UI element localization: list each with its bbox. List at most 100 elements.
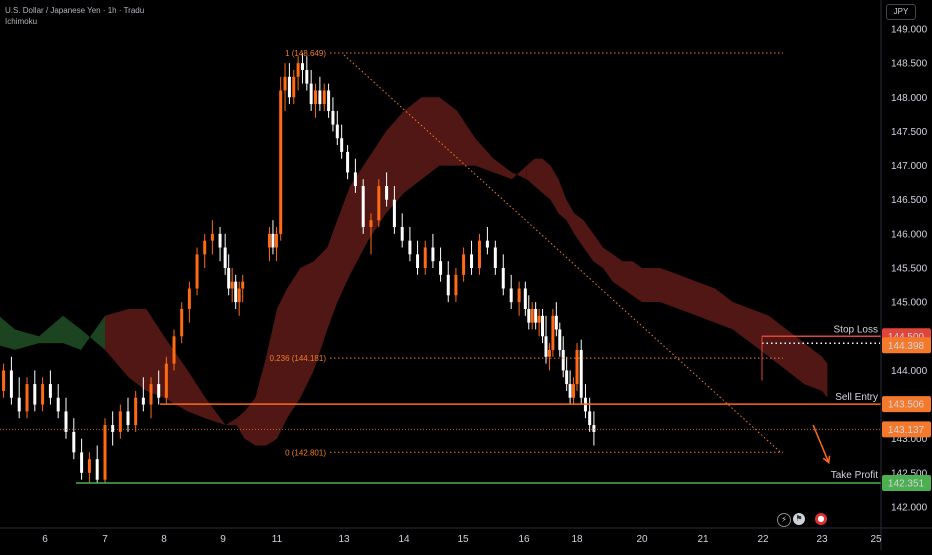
current-price-tag-bg xyxy=(882,421,931,438)
candle-body xyxy=(527,308,531,323)
candle-body xyxy=(195,254,199,289)
candle-body xyxy=(210,233,214,241)
candle-body xyxy=(377,186,381,221)
candle-body xyxy=(227,268,231,289)
cloud-bull-segment xyxy=(0,315,105,350)
candle-body xyxy=(568,384,572,398)
ichimoku-cloud xyxy=(0,97,828,446)
level-label-stop-loss: Stop Loss xyxy=(834,324,878,335)
candle-body xyxy=(534,308,538,323)
flag-icon[interactable]: ⚑ xyxy=(793,513,805,525)
take-profit-tag-bg xyxy=(882,475,931,492)
record-icon[interactable]: ● xyxy=(815,513,827,525)
price-tick-label: 145.500 xyxy=(891,264,928,275)
annotation-lines: 1 (148.649) 0.236 (144.181) 0 (142.801) Sto… xyxy=(0,49,881,484)
candle-body xyxy=(33,384,37,405)
indicator-label[interactable]: Ichimoku xyxy=(5,17,38,26)
candle-body xyxy=(431,247,435,262)
take-profit-tag: 142.351 xyxy=(888,479,925,490)
candle-body xyxy=(509,288,513,303)
candle-body xyxy=(64,411,68,432)
time-tick-label: 16 xyxy=(518,534,530,545)
candle-body xyxy=(592,425,596,432)
time-tick-label: 18 xyxy=(571,534,583,545)
candle-body xyxy=(72,431,76,453)
level-label-sell-entry: Sell Entry xyxy=(835,392,878,403)
candle-body xyxy=(241,281,245,289)
candle-body xyxy=(309,83,313,105)
candle-body xyxy=(446,274,450,296)
candle-body xyxy=(335,124,339,139)
time-tick-label: 8 xyxy=(161,534,167,545)
candle-body xyxy=(283,76,287,91)
candle-body xyxy=(575,349,579,385)
price-tick-label: 144.000 xyxy=(891,366,928,377)
candle-body xyxy=(111,425,115,432)
candle-body xyxy=(172,336,176,364)
candle-body xyxy=(462,254,466,275)
candle-body xyxy=(267,233,271,248)
currency-selector[interactable]: JPY xyxy=(886,4,916,20)
price-axis: 142.000142.500143.000143.500144.000144.5… xyxy=(880,0,931,550)
time-tick-label: 11 xyxy=(272,534,283,545)
candle-body xyxy=(287,76,291,98)
candle-body xyxy=(80,452,84,473)
candle-body xyxy=(187,288,191,309)
candle-body xyxy=(87,459,91,473)
candle-body xyxy=(477,240,481,268)
candle-body xyxy=(134,397,138,426)
candle-body xyxy=(400,227,404,241)
candle-body xyxy=(361,186,365,228)
time-tick-label: 23 xyxy=(816,534,828,545)
time-tick-label: 20 xyxy=(636,534,648,545)
candle-body xyxy=(95,459,99,480)
price-tick-label: 147.000 xyxy=(891,161,928,172)
price-tick-label: 146.500 xyxy=(891,195,928,206)
candle-body xyxy=(41,384,45,405)
candle-body xyxy=(561,349,565,371)
candle-body xyxy=(292,76,296,98)
candle-body xyxy=(118,411,122,432)
candle-body xyxy=(369,220,373,228)
candle-body xyxy=(322,90,326,105)
candle-body xyxy=(149,384,153,405)
projection-arrow xyxy=(812,424,830,463)
cloud-bear-segment xyxy=(105,309,237,426)
candle-body xyxy=(203,240,207,255)
candle-body xyxy=(579,349,583,398)
candle-body xyxy=(56,397,60,412)
lightning-icon[interactable]: ⚡ xyxy=(777,513,791,527)
time-tick-label: 15 xyxy=(457,534,469,545)
candle-body xyxy=(296,63,300,77)
fib-level-label: 0.236 (144.181) xyxy=(270,354,327,363)
candle-body xyxy=(2,370,6,391)
candle-body xyxy=(271,233,275,248)
candle-body xyxy=(454,274,458,296)
candle-body xyxy=(164,363,168,398)
symbol-title[interactable]: U.S. Dollar / Japanese Yen · 1h · Tradu xyxy=(5,6,145,15)
candle-body xyxy=(385,186,389,200)
candle-body xyxy=(331,110,335,125)
candles xyxy=(2,52,596,484)
time-tick-label: 9 xyxy=(220,534,226,545)
candle-body xyxy=(180,308,184,337)
projection-arrow-head xyxy=(822,455,831,465)
candle-body xyxy=(274,233,278,248)
candle-body xyxy=(439,261,443,275)
candle-body xyxy=(346,151,350,173)
candle-body xyxy=(353,172,357,187)
dotted-level-tag: 144.398 xyxy=(888,341,925,352)
sell-entry-tag: 143.506 xyxy=(888,400,925,411)
candle-body xyxy=(588,411,592,426)
price-tick-label: 142.000 xyxy=(891,503,928,514)
time-tick-label: 13 xyxy=(338,534,350,545)
price-tick-label: 148.500 xyxy=(891,59,928,70)
cloud-bear-segment xyxy=(526,158,828,398)
price-tick-label: 145.000 xyxy=(891,298,928,309)
candle-body xyxy=(17,397,21,412)
candle-body xyxy=(485,240,489,248)
time-tick-label: 6 xyxy=(42,534,48,545)
